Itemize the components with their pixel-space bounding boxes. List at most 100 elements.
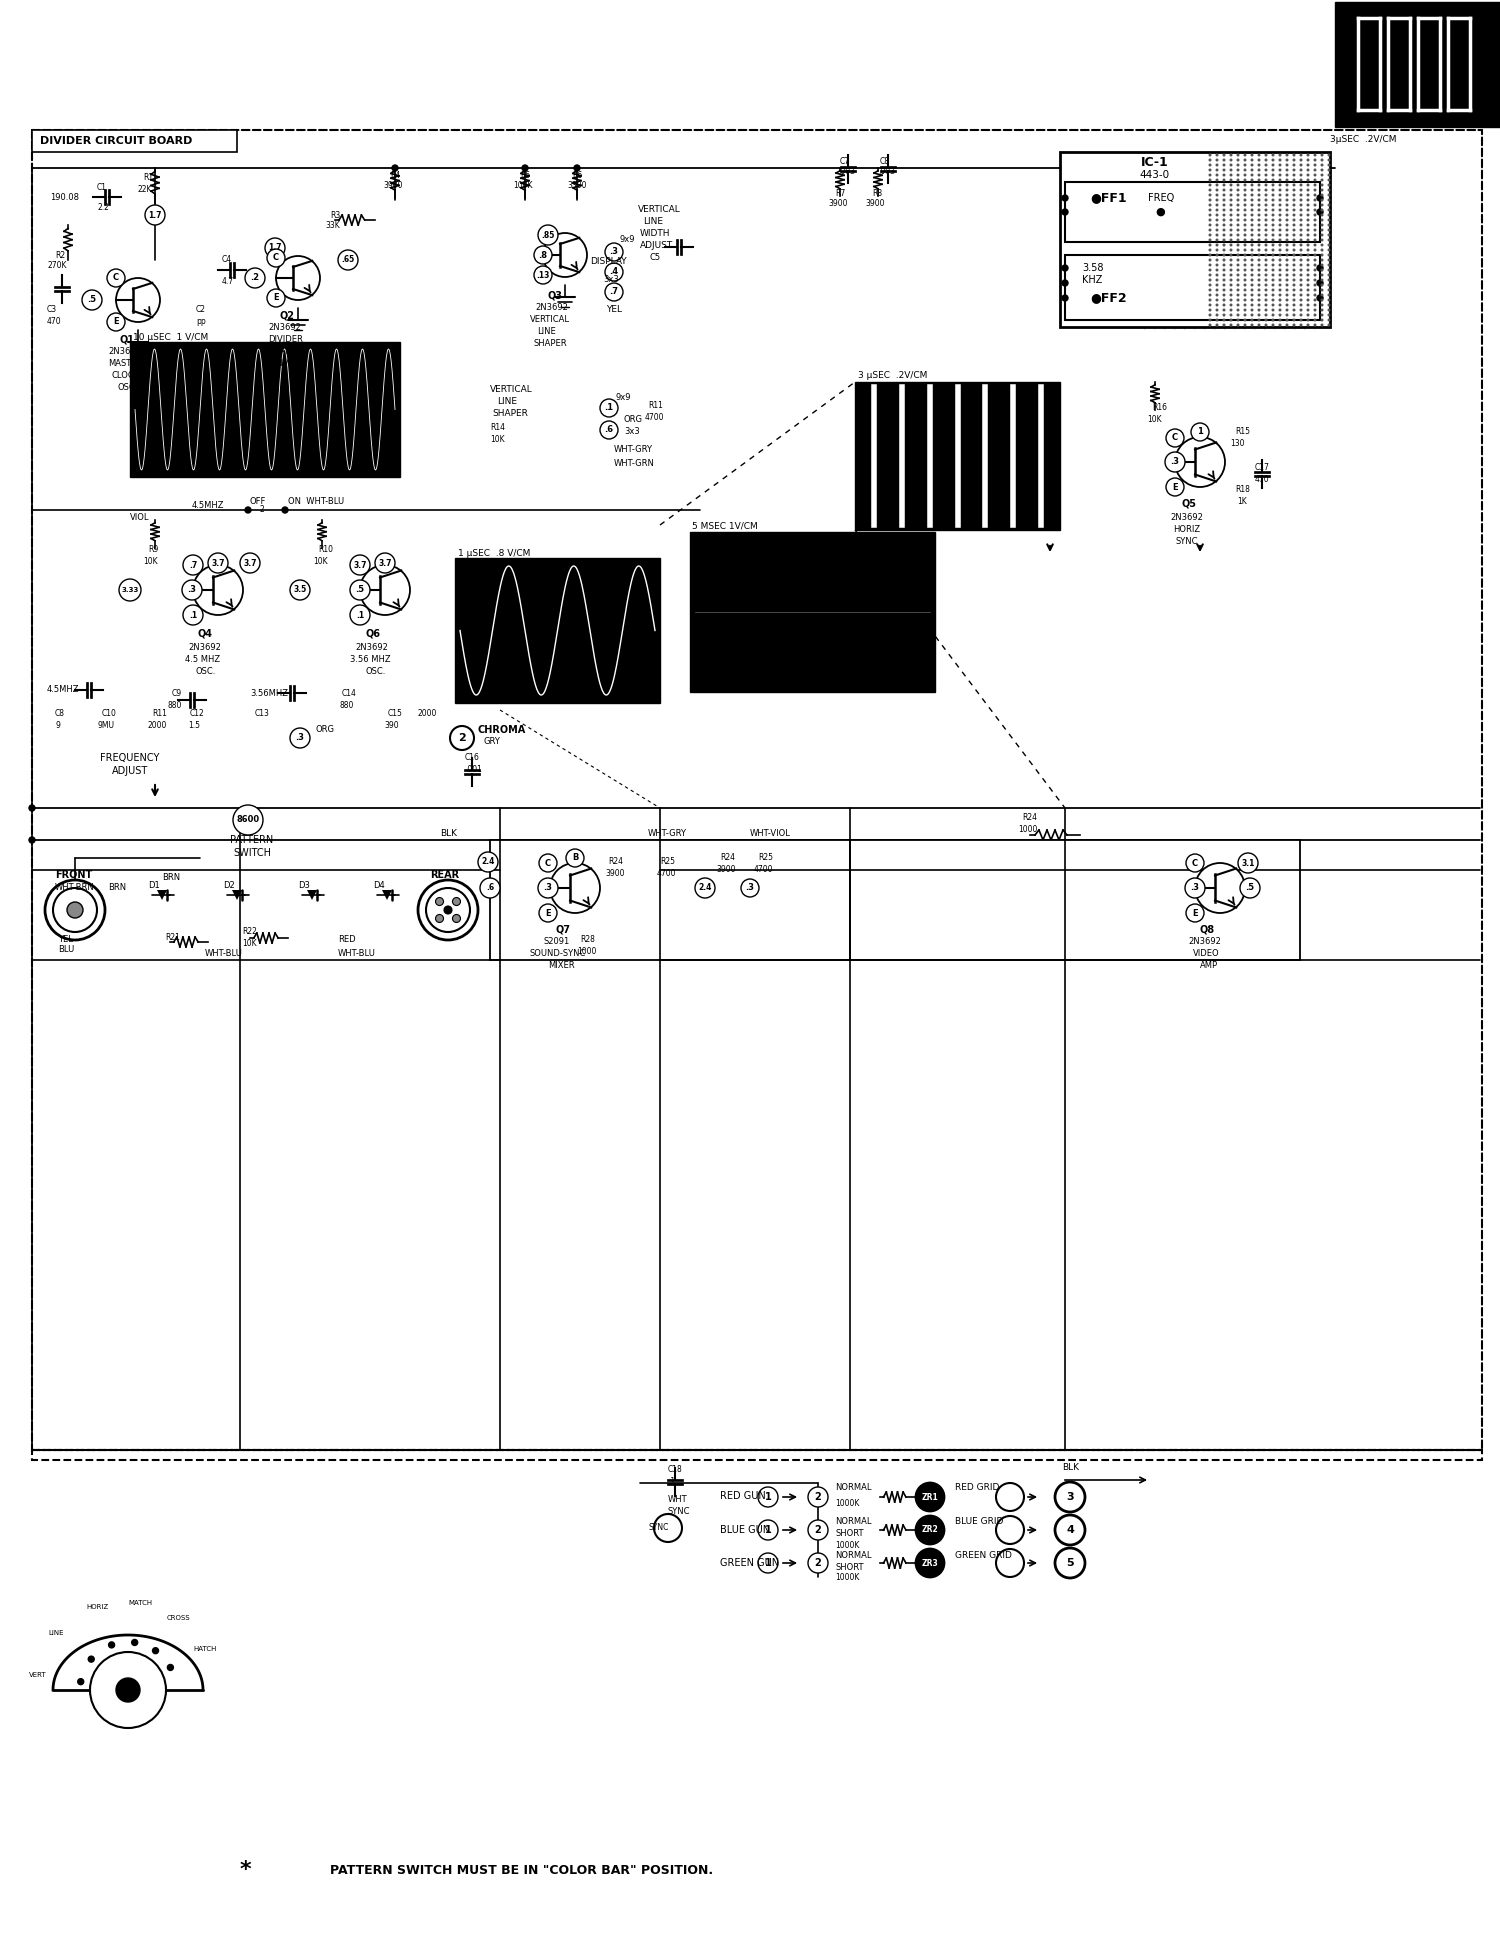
Circle shape bbox=[276, 256, 320, 300]
Text: 1000K: 1000K bbox=[836, 1574, 860, 1582]
Text: ADJUST: ADJUST bbox=[112, 767, 148, 776]
Text: LINE: LINE bbox=[537, 327, 555, 335]
Circle shape bbox=[1062, 209, 1068, 215]
Text: C17: C17 bbox=[1256, 463, 1270, 472]
Circle shape bbox=[267, 250, 285, 267]
Bar bbox=[1335, 2, 1500, 128]
Text: ●: ● bbox=[1155, 207, 1164, 217]
Circle shape bbox=[290, 728, 310, 747]
Text: ADJUST: ADJUST bbox=[640, 242, 674, 250]
Text: 390: 390 bbox=[384, 722, 399, 730]
Text: 10K: 10K bbox=[242, 939, 256, 949]
Text: 270K: 270K bbox=[46, 261, 66, 271]
Text: LINE: LINE bbox=[496, 397, 517, 407]
Text: .5: .5 bbox=[87, 296, 96, 304]
Circle shape bbox=[435, 914, 444, 922]
Text: 9x9: 9x9 bbox=[615, 393, 630, 403]
Text: VIOL: VIOL bbox=[130, 513, 150, 521]
Text: Q5: Q5 bbox=[1182, 499, 1197, 509]
Text: R11: R11 bbox=[152, 709, 166, 718]
Text: VERT: VERT bbox=[30, 1671, 46, 1679]
Text: 3900: 3900 bbox=[865, 199, 885, 209]
Text: Q4: Q4 bbox=[198, 629, 213, 639]
Text: 22K: 22K bbox=[138, 184, 153, 194]
Text: 1: 1 bbox=[765, 1558, 771, 1568]
Text: ZR1: ZR1 bbox=[921, 1493, 939, 1502]
Text: 2N3692: 2N3692 bbox=[356, 643, 388, 652]
Text: ORG: ORG bbox=[315, 726, 334, 734]
Text: .85: .85 bbox=[542, 230, 555, 240]
Text: .3: .3 bbox=[188, 585, 196, 594]
Text: FREQUENCY: FREQUENCY bbox=[100, 753, 159, 763]
Text: .6: .6 bbox=[604, 426, 613, 434]
Circle shape bbox=[996, 1483, 1024, 1510]
Text: R24: R24 bbox=[720, 852, 735, 862]
Text: WHT-BRN: WHT-BRN bbox=[56, 883, 94, 892]
Circle shape bbox=[522, 165, 528, 170]
Text: ZR3: ZR3 bbox=[921, 1558, 939, 1568]
Text: LINE: LINE bbox=[644, 217, 663, 227]
Text: *: * bbox=[240, 1860, 252, 1880]
Circle shape bbox=[1185, 879, 1204, 898]
Text: REAR: REAR bbox=[430, 869, 459, 881]
Text: 130: 130 bbox=[1230, 438, 1245, 447]
Text: .13: .13 bbox=[537, 271, 549, 279]
Text: .65: .65 bbox=[342, 256, 354, 265]
Circle shape bbox=[90, 1651, 166, 1729]
Text: WHT-VIOL: WHT-VIOL bbox=[750, 829, 790, 838]
Text: SHORT: SHORT bbox=[836, 1562, 864, 1572]
Polygon shape bbox=[382, 891, 392, 900]
Text: BRN: BRN bbox=[162, 873, 180, 883]
Text: 1000K: 1000K bbox=[836, 1498, 860, 1508]
Circle shape bbox=[350, 556, 370, 575]
Text: .5: .5 bbox=[1245, 883, 1254, 892]
Bar bbox=[850, 840, 1300, 960]
Circle shape bbox=[538, 854, 556, 871]
Text: 4700: 4700 bbox=[754, 865, 774, 873]
Circle shape bbox=[266, 238, 285, 257]
Text: 2: 2 bbox=[458, 734, 466, 743]
Text: VERTICAL: VERTICAL bbox=[490, 385, 532, 395]
Circle shape bbox=[1186, 854, 1204, 871]
Text: E: E bbox=[544, 908, 550, 918]
Text: HORIZ: HORIZ bbox=[1173, 525, 1200, 534]
Text: 2N3692: 2N3692 bbox=[188, 643, 220, 652]
Text: E: E bbox=[112, 318, 118, 327]
Circle shape bbox=[419, 881, 478, 941]
Circle shape bbox=[1191, 422, 1209, 441]
Text: C12: C12 bbox=[190, 709, 204, 718]
Circle shape bbox=[1062, 294, 1068, 300]
Text: ON  WHT-BLU: ON WHT-BLU bbox=[288, 498, 344, 507]
Text: 10 μSEC  1 V/CM: 10 μSEC 1 V/CM bbox=[134, 333, 209, 341]
Bar bbox=[32, 130, 237, 153]
Circle shape bbox=[132, 1640, 138, 1646]
Text: 4700: 4700 bbox=[645, 412, 664, 422]
Text: C3: C3 bbox=[46, 306, 57, 314]
Circle shape bbox=[1240, 879, 1260, 898]
Text: 4.5 MHZ: 4.5 MHZ bbox=[184, 654, 220, 664]
Circle shape bbox=[240, 554, 260, 573]
Bar bbox=[1060, 153, 1330, 327]
Circle shape bbox=[480, 879, 500, 898]
Text: R16: R16 bbox=[1152, 403, 1167, 412]
Text: Q3: Q3 bbox=[548, 290, 562, 300]
Circle shape bbox=[758, 1553, 778, 1572]
Text: HORIZ: HORIZ bbox=[86, 1605, 108, 1611]
Text: 3.7: 3.7 bbox=[243, 558, 256, 567]
Text: .5: .5 bbox=[356, 585, 364, 594]
Circle shape bbox=[1196, 863, 1245, 914]
Text: R7: R7 bbox=[836, 188, 846, 197]
Circle shape bbox=[426, 889, 470, 931]
Text: E: E bbox=[273, 294, 279, 302]
Circle shape bbox=[78, 1679, 84, 1684]
Text: LINE: LINE bbox=[48, 1630, 64, 1636]
Text: 2N3692: 2N3692 bbox=[268, 323, 302, 333]
Circle shape bbox=[232, 805, 262, 834]
Circle shape bbox=[375, 554, 394, 573]
Circle shape bbox=[209, 554, 228, 573]
Circle shape bbox=[808, 1487, 828, 1506]
Circle shape bbox=[996, 1549, 1024, 1578]
Circle shape bbox=[1317, 281, 1323, 287]
Circle shape bbox=[360, 565, 410, 616]
Text: DIVIDER CIRCUIT BOARD: DIVIDER CIRCUIT BOARD bbox=[40, 136, 192, 145]
